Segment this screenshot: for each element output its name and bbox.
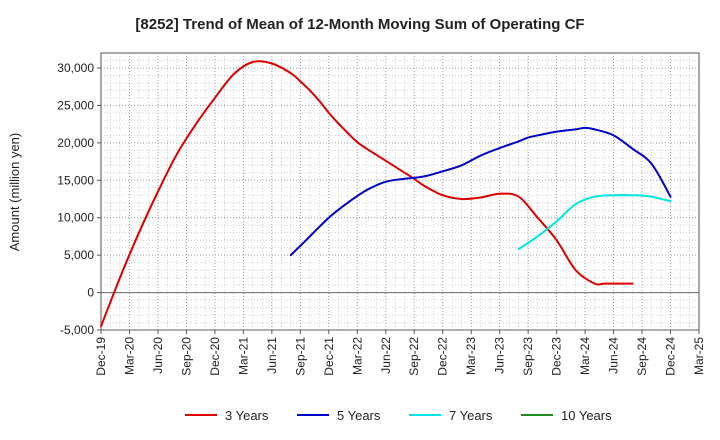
y-tick-label: 5,000: [64, 248, 94, 262]
series-line-7-years: [517, 194, 672, 251]
y-tick-label: 20,000: [57, 136, 94, 150]
plot-frame: [100, 52, 700, 331]
x-tick-label: Mar-20: [122, 337, 136, 375]
x-tick-label: Jun-21: [265, 337, 279, 374]
series-line-5-years: [289, 126, 672, 257]
legend-label-5-years: 5 Years: [337, 408, 381, 423]
y-tick-label: 15,000: [57, 173, 94, 187]
x-tick-label: Sep-20: [179, 337, 193, 376]
chart-title: [8252] Trend of Mean of 12-Month Moving …: [135, 16, 584, 33]
x-tick-label: Dec-24: [664, 337, 678, 376]
x-tick-label: Jun-20: [151, 337, 165, 374]
y-tick-label: 30,000: [57, 61, 94, 75]
x-tick-label: Mar-25: [692, 337, 706, 375]
y-tick-label: 10,000: [57, 211, 94, 225]
x-tick-label: Sep-23: [521, 337, 535, 376]
x-tick-label: Sep-21: [293, 337, 307, 376]
legend: 3 Years 5 Years 7 Years 10 Years: [185, 408, 612, 423]
x-tick-label: Sep-22: [407, 337, 421, 376]
x-tick-label: Dec-19: [94, 337, 108, 376]
axis-ticks: -5,000 0 5,000 10,000 15,000 20,000 25,000 30,0…: [57, 61, 706, 376]
y-tick-label: -5,000: [60, 323, 94, 337]
legend-label-10-years: 10 Years: [561, 408, 612, 423]
x-tick-label: Dec-20: [208, 337, 222, 376]
x-tick-label: Jun-22: [379, 337, 393, 374]
x-tick-label: Dec-22: [436, 337, 450, 376]
x-tick-label: Jun-24: [607, 337, 621, 374]
series-lines: [100, 60, 672, 328]
x-tick-label: Mar-22: [350, 337, 364, 375]
legend-label-3-years: 3 Years: [225, 408, 269, 423]
y-axis-label: Amount (million yen): [7, 133, 22, 252]
y-tick-label: 0: [87, 286, 94, 300]
x-tick-label: Mar-24: [578, 337, 592, 375]
x-tick-label: Mar-21: [236, 337, 250, 375]
x-tick-label: Jun-23: [493, 337, 507, 374]
series-line-3-years: [100, 60, 634, 328]
legend-label-7-years: 7 Years: [449, 408, 493, 423]
grid: [100, 52, 700, 331]
x-tick-label: Dec-23: [550, 337, 564, 376]
y-tick-label: 25,000: [57, 98, 94, 112]
x-tick-label: Sep-24: [635, 337, 649, 376]
x-tick-label: Mar-23: [464, 337, 478, 375]
x-tick-label: Dec-21: [322, 337, 336, 376]
